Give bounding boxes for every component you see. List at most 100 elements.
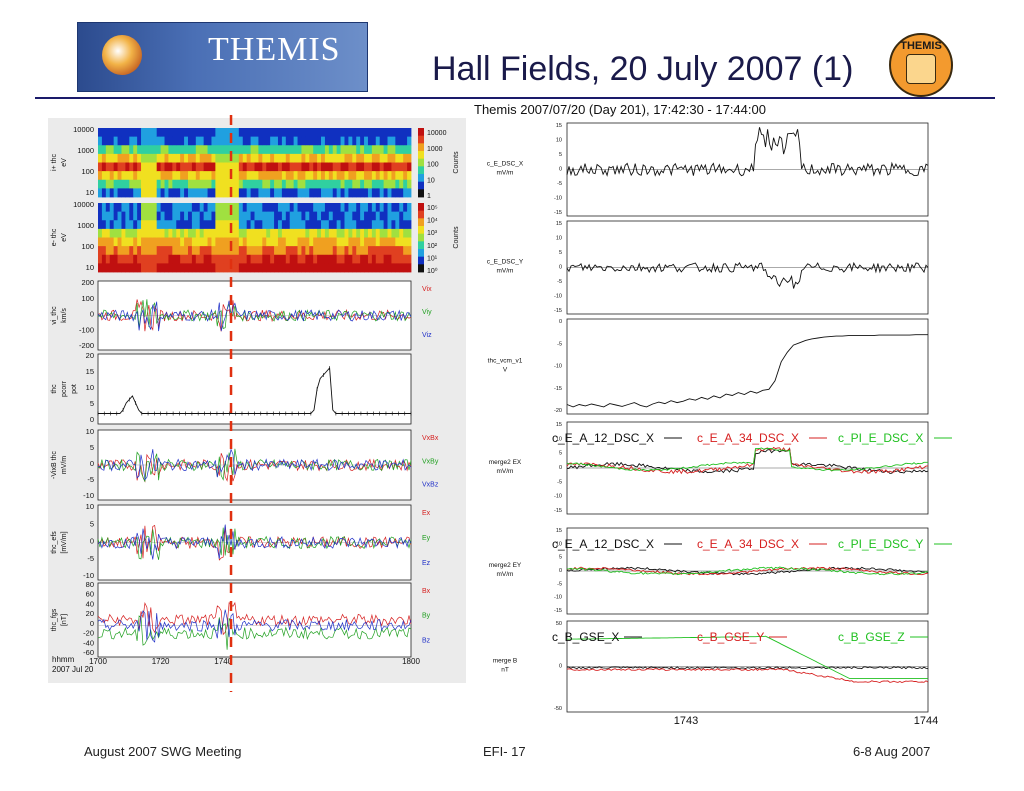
spectrogram-cell (223, 145, 228, 155)
spectrogram-cell (266, 220, 271, 230)
spectrogram-cell (360, 228, 365, 238)
spectrogram-cell (246, 228, 251, 238)
panel-label: pot (71, 384, 78, 394)
spectrogram-cell (156, 263, 161, 273)
spectrogram-cell (195, 220, 201, 230)
spectrogram-cell (227, 228, 232, 238)
spectrogram-cell (344, 128, 349, 138)
spectrogram-cell (98, 153, 103, 163)
spectrogram-cell (152, 211, 158, 221)
spectrogram-cell (360, 188, 365, 198)
colorbar-tick-label: 10³ (427, 230, 438, 237)
spectrogram-cell (309, 263, 314, 273)
spectrogram-cell (407, 254, 412, 264)
spectrogram-cell (109, 136, 115, 146)
spectrogram-cell (371, 162, 377, 172)
spectrogram-cell (234, 145, 240, 155)
spectrogram-cell (395, 263, 400, 273)
spectrogram-cell (203, 203, 208, 213)
spectrogram-cell (403, 179, 408, 189)
spectrogram-cell (383, 145, 388, 155)
page-title: Hall Fields, 20 July 2007 (1) (432, 50, 854, 88)
y-tick-label: -15 (554, 608, 562, 614)
spectrogram-cell (344, 254, 349, 264)
panel-label: pcorr (61, 380, 68, 397)
spectrogram-cell (199, 179, 205, 189)
spectrogram-cell (375, 203, 381, 213)
spectrogram-cell (324, 211, 330, 221)
spectrogram-cell (160, 136, 165, 146)
spectrogram-cell (313, 211, 318, 221)
spectrogram-cell (305, 263, 310, 273)
spectrogram-cell (332, 136, 338, 146)
spectrogram-cell (133, 254, 138, 264)
spectrogram-cell (403, 128, 408, 138)
spectrogram-cell (191, 203, 197, 213)
spectrogram-cell (215, 145, 220, 155)
spectrogram-cell (246, 188, 251, 198)
spectrogram-cell (360, 179, 365, 189)
spectrogram-cell (301, 203, 306, 213)
spectrogram-cell (348, 211, 353, 221)
spectrogram-cell (238, 211, 244, 221)
spectrogram-cell (399, 188, 404, 198)
spectrogram-cell (117, 246, 122, 256)
spectrogram-cell (332, 263, 338, 273)
spectrogram-cell (203, 246, 208, 256)
spectrogram-cell (332, 128, 338, 138)
spectrogram-cell (144, 228, 150, 238)
colorbar-tick-label: 10² (427, 243, 438, 250)
spectrogram-cell (215, 136, 220, 146)
spectrogram-cell (328, 228, 334, 238)
spectrogram-cell (387, 246, 392, 256)
spectrogram-cell (321, 246, 326, 256)
spectrogram-cell (356, 263, 361, 273)
spectrogram-cell (297, 228, 302, 238)
spectrogram-cell (399, 228, 404, 238)
spectrogram-cell (332, 153, 338, 163)
colorbar-tick-label: 10⁰ (427, 267, 438, 275)
colorbar-segment (418, 189, 424, 198)
y-tick-label: 5 (559, 555, 562, 561)
spectrogram-cell (144, 136, 150, 146)
spectrogram-cell (234, 246, 240, 256)
spectrogram-cell (129, 211, 134, 221)
spectrogram-cell (266, 188, 271, 198)
spectrogram-cell (309, 153, 314, 163)
spectrogram-cell (317, 228, 322, 238)
spectrogram-cell (352, 188, 357, 198)
spectrogram-cell (117, 171, 122, 181)
spectrogram-cell (156, 162, 161, 172)
spectrogram-cell (395, 211, 400, 221)
spectrogram-cell (293, 179, 298, 189)
spectrogram-cell (395, 237, 400, 247)
panel-label: merge2 EX (489, 459, 522, 466)
spectrogram-cell (258, 188, 263, 198)
spectrogram-cell (211, 246, 216, 256)
spectrogram-cell (270, 188, 275, 198)
spectrogram-cell (352, 263, 357, 273)
spectrogram-cell (141, 188, 146, 198)
y-tick-label: 100 (81, 294, 94, 303)
spectrogram-cell (187, 162, 193, 172)
y-tick-label: 80 (86, 580, 94, 589)
spectrogram-cell (168, 145, 173, 155)
spectrogram-cell (258, 145, 263, 155)
spectrogram-cell (379, 203, 385, 213)
colorbar-tick-label: 10 (427, 177, 435, 184)
spectrogram-cell (356, 179, 361, 189)
spectrogram-cell (211, 128, 216, 138)
spectrogram-cell (148, 128, 154, 138)
spectrogram-cell (360, 220, 365, 230)
series-line (97, 609, 412, 643)
spectrogram-cell (367, 162, 373, 172)
spectrogram-cell (129, 228, 134, 238)
spectrogram-cell (387, 162, 392, 172)
spectrogram-cell (317, 263, 322, 273)
spectrogram-cell (172, 153, 177, 163)
spectrogram-cell (387, 263, 392, 273)
spectrogram-cell (152, 263, 158, 273)
spectrogram-cell (328, 211, 334, 221)
y-tick-label: 10 (86, 502, 94, 511)
spectrogram-cell (356, 211, 361, 221)
